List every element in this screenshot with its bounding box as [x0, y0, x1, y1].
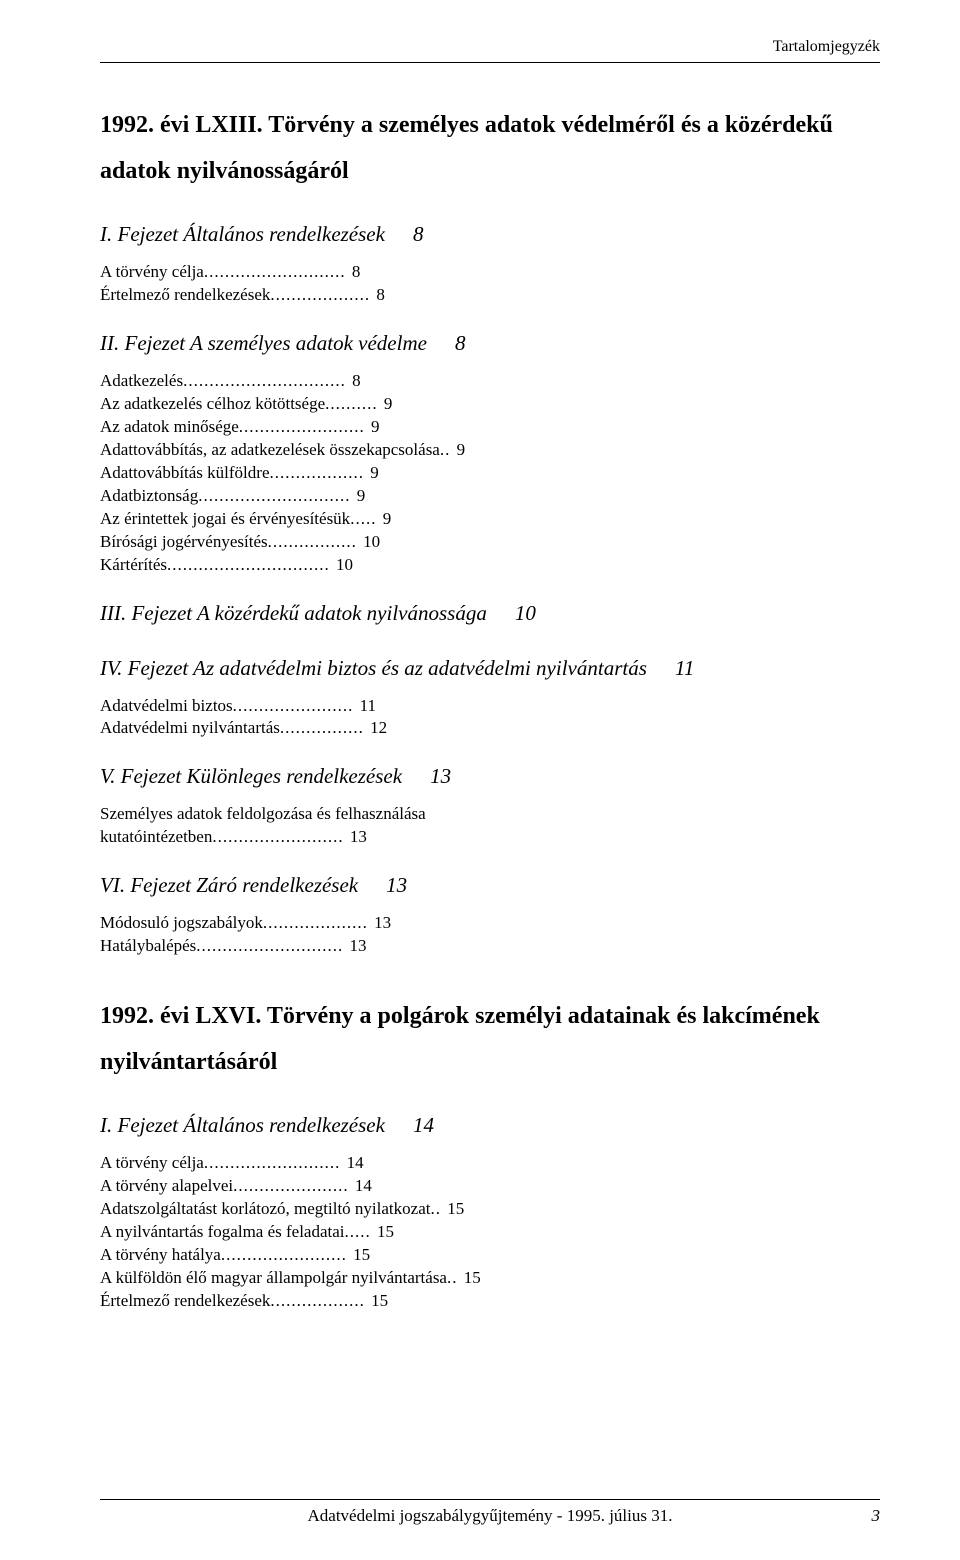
chapter-heading: V. Fejezet Különleges rendelkezések 13	[100, 764, 880, 789]
toc-entry: Adattovábbítás, az adatkezelések összeka…	[100, 439, 880, 462]
toc-entry: Adattovábbítás külföldre................…	[100, 462, 880, 485]
footer-page-number: 3	[840, 1506, 880, 1526]
chapter-heading: II. Fejezet A személyes adatok védelme 8	[100, 331, 880, 356]
toc-block: Adatvédelmi biztos......................…	[100, 695, 880, 741]
toc-entry: Értelmező rendelkezések.................…	[100, 284, 880, 307]
toc-entry: A törvény célja.........................…	[100, 261, 880, 284]
toc-entry: Módosuló jogszabályok...................…	[100, 912, 880, 935]
chapter-heading: IV. Fejezet Az adatvédelmi biztos és az …	[100, 656, 880, 681]
chapter-heading-text: I. Fejezet Általános rendelkezések	[100, 1113, 385, 1137]
chapter-heading-text: IV. Fejezet Az adatvédelmi biztos és az …	[100, 656, 647, 680]
chapter-page: 13	[386, 873, 407, 898]
chapter-heading-text: I. Fejezet Általános rendelkezések	[100, 222, 385, 246]
toc-entry: Értelmező rendelkezések.................…	[100, 1290, 880, 1313]
chapter-page: 11	[675, 656, 694, 681]
chapter-heading: VI. Fejezet Záró rendelkezések 13	[100, 873, 880, 898]
footer-spacer	[100, 1506, 140, 1526]
chapter-page: 8	[455, 331, 466, 356]
chapter-heading: I. Fejezet Általános rendelkezések 8	[100, 222, 880, 247]
toc-block: A törvény célja.........................…	[100, 261, 880, 307]
toc-entry: Adatvédelmi nyilvántartás...............…	[100, 717, 880, 740]
toc-block: A törvény célja.........................…	[100, 1152, 880, 1313]
chapter-page: 14	[413, 1113, 434, 1138]
toc-entry: Kártérítés..............................…	[100, 554, 880, 577]
toc-entry: Az adatkezelés célhoz kötöttsége........…	[100, 393, 880, 416]
footer-rule	[100, 1499, 880, 1500]
toc-entry: Adatvédelmi biztos......................…	[100, 695, 880, 718]
chapter-heading: I. Fejezet Általános rendelkezések 14	[100, 1113, 880, 1138]
header-label: Tartalomjegyzék	[100, 38, 880, 56]
chapter-page: 10	[515, 601, 536, 626]
chapter-heading-text: III. Fejezet A közérdekű adatok nyilváno…	[100, 601, 487, 625]
footer: Adatvédelmi jogszabálygyűjtemény - 1995.…	[100, 1499, 880, 1526]
chapter-heading: III. Fejezet A közérdekű adatok nyilváno…	[100, 601, 880, 626]
toc-entry: kutatóintézetben........................…	[100, 826, 880, 849]
chapter-heading-text: V. Fejezet Különleges rendelkezések	[100, 764, 402, 788]
toc-block: Adatkezelés.............................…	[100, 370, 880, 576]
chapter-page: 13	[430, 764, 451, 789]
toc-entry: A törvény alapelvei.....................…	[100, 1175, 880, 1198]
chapter-heading-text: VI. Fejezet Záró rendelkezések	[100, 873, 358, 897]
toc-entry: A külföldön élő magyar állampolgár nyilv…	[100, 1267, 880, 1290]
chapter-heading-text: II. Fejezet A személyes adatok védelme	[100, 331, 427, 355]
toc-entry: Adatbiztonság...........................…	[100, 485, 880, 508]
toc-entry: Adatkezelés.............................…	[100, 370, 880, 393]
toc-entry: A nyilvántartás fogalma és feladatai....…	[100, 1221, 880, 1244]
toc-block: Személyes adatok feldolgozása és felhasz…	[100, 803, 880, 849]
top-rule	[100, 62, 880, 63]
toc-entry: Személyes adatok feldolgozása és felhasz…	[100, 803, 880, 826]
toc-entry: Bírósági jogérvényesítés................…	[100, 531, 880, 554]
law1-title: 1992. évi LXIII. Törvény a személyes ada…	[100, 103, 880, 194]
toc-entry: A törvény hatálya.......................…	[100, 1244, 880, 1267]
toc-entry: Az érintettek jogai és érvényesítésük...…	[100, 508, 880, 531]
toc-entry: Adatszolgáltatást korlátozó, megtiltó ny…	[100, 1198, 880, 1221]
toc-entry: A törvény célja.........................…	[100, 1152, 880, 1175]
toc-entry: Hatálybalépés...........................…	[100, 935, 880, 958]
toc-block: Módosuló jogszabályok...................…	[100, 912, 880, 958]
law2-title: 1992. évi LXVI. Törvény a polgárok szemé…	[100, 994, 880, 1085]
chapter-page: 8	[413, 222, 424, 247]
toc-entry: Az adatok minősége......................…	[100, 416, 880, 439]
footer-text: Adatvédelmi jogszabálygyűjtemény - 1995.…	[140, 1506, 840, 1526]
